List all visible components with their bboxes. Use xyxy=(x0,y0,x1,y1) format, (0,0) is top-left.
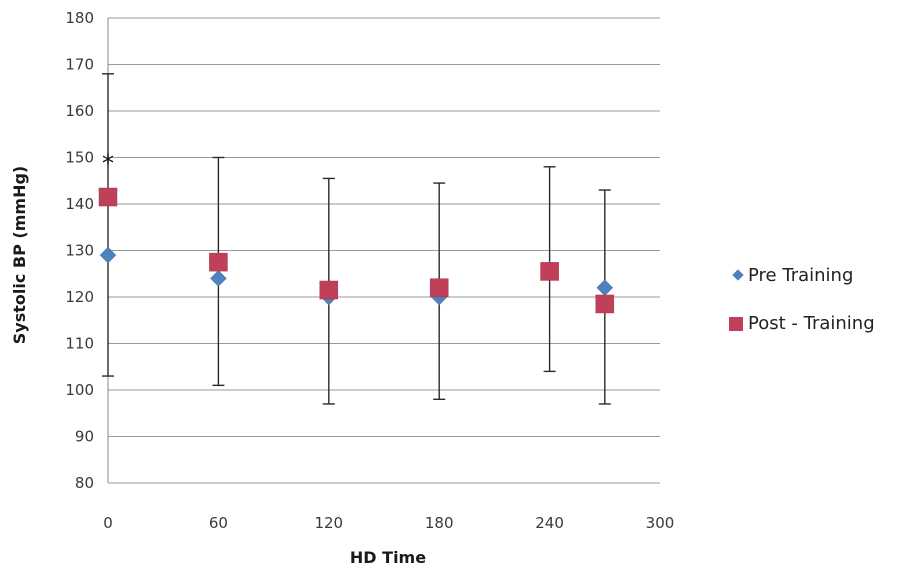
y-tick-label: 160 xyxy=(65,102,94,120)
data-points xyxy=(98,187,615,314)
legend: Pre Training Post - Training xyxy=(729,265,875,334)
data-point-post-training xyxy=(209,252,228,272)
legend-marker-square xyxy=(729,317,743,331)
data-point-post-training xyxy=(429,278,449,297)
y-tick-label: 80 xyxy=(75,474,94,492)
annotations: * xyxy=(102,150,114,178)
legend-label-post-training: Post - Training xyxy=(748,313,875,334)
y-tick-label: 150 xyxy=(65,149,94,167)
significance-marker: * xyxy=(102,150,114,178)
gridlines xyxy=(107,17,660,484)
data-point-pre-training xyxy=(99,246,117,264)
y-tick-label: 170 xyxy=(65,56,94,74)
y-tick-label: 100 xyxy=(65,381,94,399)
y-tick-label: 90 xyxy=(75,428,94,446)
x-axis-ticks: 0 60 120 180 240 300 xyxy=(103,514,674,532)
x-axis-title: HD Time xyxy=(350,548,426,567)
data-point-pre-training xyxy=(596,279,614,297)
data-point-pre-training xyxy=(210,270,227,287)
data-point-post-training xyxy=(595,294,615,314)
y-tick-label: 180 xyxy=(65,9,94,27)
legend-item-pre-training: Pre Training xyxy=(732,265,853,286)
data-point-post-training xyxy=(98,187,118,207)
x-tick-label: 300 xyxy=(646,514,675,532)
x-tick-label: 120 xyxy=(314,514,343,532)
legend-item-post-training: Post - Training xyxy=(729,313,875,334)
x-tick-label: 60 xyxy=(209,514,228,532)
y-tick-label: 120 xyxy=(65,288,94,306)
error-bars xyxy=(102,73,611,405)
y-axis-title: Systolic BP (mmHg) xyxy=(10,166,29,344)
x-tick-label: 240 xyxy=(535,514,564,532)
data-point-post-training xyxy=(540,262,559,281)
y-tick-label: 110 xyxy=(65,335,94,353)
legend-label-pre-training: Pre Training xyxy=(748,265,853,286)
legend-marker-diamond xyxy=(732,269,744,281)
data-point-post-training xyxy=(319,280,339,300)
y-tick-label: 140 xyxy=(65,195,94,213)
y-axis-ticks: 80 90 100 110 120 130 140 150 160 170 180 xyxy=(65,9,94,492)
x-tick-label: 180 xyxy=(425,514,454,532)
x-tick-label: 0 xyxy=(103,514,113,532)
y-tick-label: 130 xyxy=(65,242,94,260)
